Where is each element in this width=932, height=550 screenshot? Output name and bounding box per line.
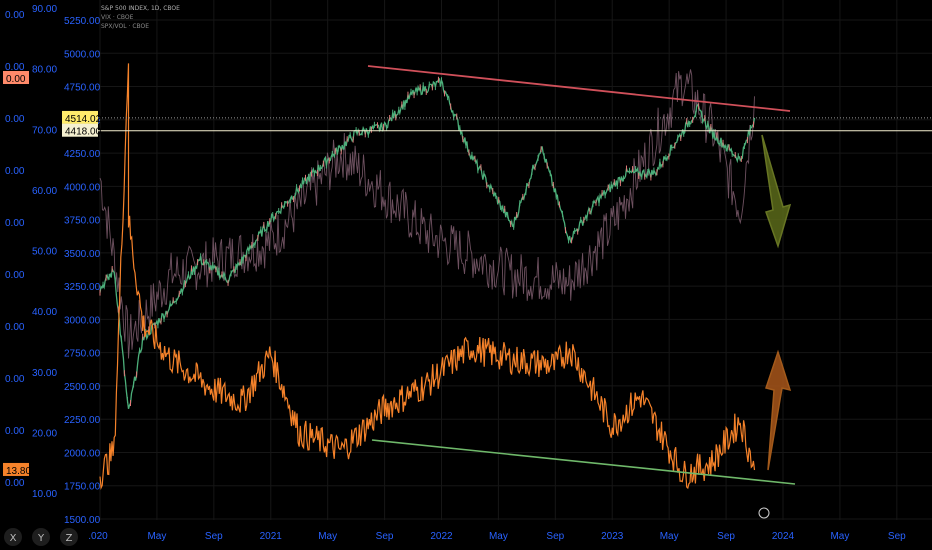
y-tick-spx: 2000.00: [64, 448, 101, 459]
x-tick: 2022: [430, 531, 453, 542]
y-tick-spx: 4250.00: [64, 149, 101, 160]
up-arrow: [765, 349, 792, 471]
spx-ref-price-text: 4418.00: [65, 127, 102, 138]
y-tick-outer: 0.00: [5, 270, 25, 281]
y-tick-vix: 20.00: [32, 428, 57, 439]
chart-legend: S&P 500 INDEX, 1D, CBOE VIX · CBOE SPX/V…: [101, 4, 180, 31]
axis-button-y[interactable]: [32, 528, 50, 546]
y-tick-spx: 5250.00: [64, 16, 101, 27]
legend-spx: S&P 500 INDEX, 1D, CBOE: [101, 5, 180, 12]
legend-vix: VIX · CBOE: [101, 14, 134, 21]
series-spx-line: [99, 77, 756, 409]
axis-button-z[interactable]: [60, 528, 78, 546]
y-tick-spx: 2750.00: [64, 349, 101, 360]
y-tick-spx: 3000.00: [64, 315, 101, 326]
y-tick-outer: 0.00: [5, 62, 25, 73]
y-tick-spx: 3750.00: [64, 216, 101, 227]
y-tick-spx: 4750.00: [64, 83, 101, 94]
y-tick-outer: 0.00: [5, 10, 25, 21]
y-tick-vix: 90.00: [32, 4, 57, 15]
y-tick-spx: 5000.00: [64, 49, 101, 60]
y-tick-vix: 40.00: [32, 307, 57, 318]
x-tick: Sep: [546, 531, 564, 542]
y-tick-outer: 0.00: [5, 426, 25, 437]
y-tick-outer: 0.00: [5, 478, 25, 489]
series-vix-line: [99, 63, 756, 490]
support-trendline: [371, 439, 796, 485]
spx-last-price-text: 4514.02: [65, 114, 102, 125]
spx-last-price-box: [62, 110, 98, 124]
axis-button-label-z: Z: [66, 533, 73, 544]
outer-last-value-box: [3, 71, 29, 84]
y-tick-spx: 1500.00: [64, 515, 101, 526]
x-tick: Sep: [717, 531, 735, 542]
vix-last-price-text: 13.80: [6, 466, 31, 477]
axis-button-label-x: X: [10, 533, 17, 544]
y-tick-vix: 30.00: [32, 368, 57, 379]
x-tick: May: [318, 531, 337, 542]
x-tick: .020: [88, 531, 108, 542]
legend-ratio: SPX/VOL · CBOE: [101, 23, 150, 30]
axis-button-x[interactable]: [4, 528, 22, 546]
y-tick-vix: 70.00: [32, 125, 57, 136]
y-tick-spx: 3250.00: [64, 282, 101, 293]
x-tick: May: [830, 531, 849, 542]
x-tick: May: [147, 531, 166, 542]
x-tick: 2024: [772, 531, 795, 542]
y-tick-vix: 50.00: [32, 247, 57, 258]
series-layer: [99, 63, 756, 490]
outer-last-value-text: 0.00: [6, 74, 26, 85]
y-tick-outer: 0.00: [5, 218, 25, 229]
y-tick-vix: 60.00: [32, 186, 57, 197]
y-tick-outer: 0.00: [5, 166, 25, 177]
x-tick: Sep: [376, 531, 394, 542]
annotations: [367, 65, 796, 519]
y-tick-vix: 80.00: [32, 65, 57, 76]
y-tick-spx: 1750.00: [64, 482, 101, 493]
bottom-toolbar: X Y Z: [4, 528, 78, 546]
y-tick-outer: 0.00: [5, 322, 25, 333]
y-tick-spx: 3500.00: [64, 249, 101, 260]
spx-ref-price-box: [62, 123, 98, 137]
down-arrow: [761, 134, 792, 249]
x-tick: Sep: [205, 531, 223, 542]
vix-last-price-box: [3, 462, 29, 476]
series-ratio-line: [99, 69, 755, 359]
x-tick: 2021: [260, 531, 283, 542]
y-tick-spx: 2250.00: [64, 415, 101, 426]
x-tick: May: [489, 531, 508, 542]
axes: 0.000.000.000.000.000.000.000.000.000.00…: [5, 4, 906, 542]
y-tick-spx: 4000.00: [64, 182, 101, 193]
price-labels: 4514.02 4418.00 13.80 0.00: [3, 71, 932, 477]
clock-icon: [758, 507, 770, 519]
axis-button-label-y: Y: [37, 533, 45, 544]
y-tick-outer: 0.00: [5, 114, 25, 125]
y-tick-vix: 10.00: [32, 489, 57, 500]
y-tick-outer: 0.00: [5, 374, 25, 385]
x-tick: 2023: [601, 531, 624, 542]
x-tick: Sep: [888, 531, 906, 542]
x-tick: May: [660, 531, 679, 542]
resistance-trendline: [367, 65, 791, 112]
grid: [96, 0, 932, 520]
y-tick-spx: 2500.00: [64, 382, 101, 393]
